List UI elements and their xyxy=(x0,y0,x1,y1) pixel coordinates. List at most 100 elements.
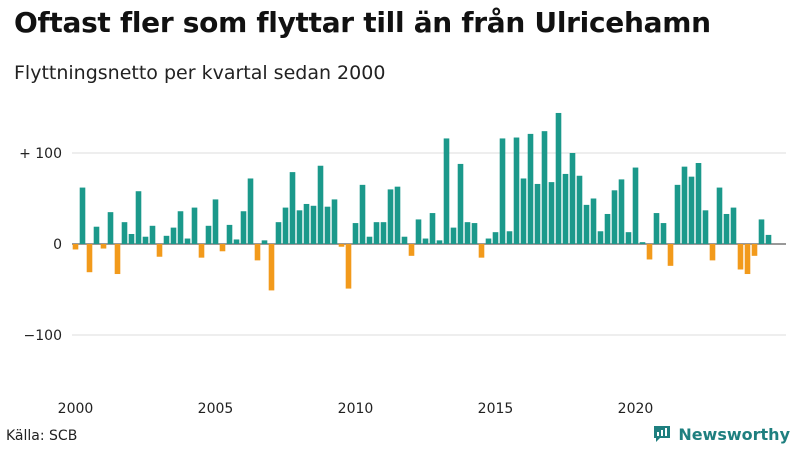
bar xyxy=(730,207,737,244)
brand-logo[interactable]: Newsworthy xyxy=(652,424,790,444)
bar xyxy=(114,244,121,275)
chart-subtitle: Flyttningsnetto per kvartal sedan 2000 xyxy=(14,62,386,84)
bar xyxy=(541,131,548,244)
bar xyxy=(534,183,541,244)
x-tick-label: 2010 xyxy=(338,401,374,417)
bar xyxy=(653,213,660,244)
bar xyxy=(597,231,604,244)
source-note: Källa: SCB xyxy=(6,428,78,444)
bar xyxy=(660,223,667,244)
bar xyxy=(604,213,611,244)
bar xyxy=(639,242,646,244)
bar xyxy=(296,210,303,244)
bar xyxy=(527,133,534,244)
bar xyxy=(583,204,590,244)
bar xyxy=(499,138,506,244)
bar xyxy=(331,199,338,244)
bar xyxy=(261,240,268,244)
bar xyxy=(352,223,359,244)
bar xyxy=(478,244,485,258)
bar xyxy=(548,182,555,244)
grid-lines xyxy=(72,152,786,336)
bar xyxy=(562,173,569,244)
bar xyxy=(205,225,212,244)
bar xyxy=(366,236,373,244)
bar xyxy=(303,203,310,244)
bar xyxy=(240,211,247,244)
x-tick-label: 2000 xyxy=(58,401,94,417)
bar xyxy=(149,225,156,244)
bar xyxy=(198,244,205,258)
bar xyxy=(107,212,114,244)
bar xyxy=(569,153,576,244)
bar xyxy=(373,222,380,244)
bar xyxy=(184,238,191,244)
bar xyxy=(702,210,709,244)
bar xyxy=(233,239,240,244)
bar xyxy=(674,184,681,244)
bar xyxy=(324,206,331,244)
bar xyxy=(688,176,695,244)
chart-title: Oftast fler som flyttar till än från Ulr… xyxy=(14,6,711,39)
bar xyxy=(429,213,436,244)
bar xyxy=(513,137,520,244)
bar xyxy=(625,232,632,244)
bar xyxy=(79,187,86,244)
bar xyxy=(177,211,184,244)
bar xyxy=(226,224,233,244)
bar xyxy=(135,191,142,244)
bar xyxy=(338,244,345,247)
bar xyxy=(737,244,744,270)
bar xyxy=(436,240,443,244)
bar xyxy=(100,244,107,249)
bar xyxy=(450,227,457,244)
bar xyxy=(555,112,562,245)
y-tick-label: + 100 xyxy=(19,146,62,162)
bar xyxy=(751,244,758,256)
bar xyxy=(618,179,625,244)
bar xyxy=(247,178,254,244)
bar xyxy=(72,244,79,250)
bar xyxy=(93,226,100,244)
bar xyxy=(681,166,688,244)
bar xyxy=(492,232,499,244)
x-tick-label: 2020 xyxy=(618,401,654,417)
bar xyxy=(632,167,639,244)
bar xyxy=(709,244,716,261)
bar xyxy=(758,219,765,244)
bar xyxy=(457,163,464,244)
bar xyxy=(695,163,702,244)
bar xyxy=(408,244,415,256)
bar xyxy=(268,244,275,291)
bar xyxy=(310,205,317,244)
bar xyxy=(387,189,394,244)
bar xyxy=(401,236,408,244)
bar xyxy=(289,172,296,244)
y-tick-label: 0 xyxy=(53,237,62,253)
y-tick-label: −100 xyxy=(24,328,62,344)
bar xyxy=(422,238,429,244)
bar xyxy=(765,234,772,244)
bar xyxy=(506,231,513,244)
bar xyxy=(485,238,492,244)
newsworthy-logo-icon xyxy=(654,426,671,442)
x-tick-label: 2005 xyxy=(198,401,234,417)
bar xyxy=(156,244,163,257)
bar xyxy=(191,207,198,244)
bar xyxy=(345,244,352,289)
bar xyxy=(443,138,450,244)
bar xyxy=(317,165,324,244)
bar xyxy=(464,222,471,244)
bar xyxy=(716,187,723,244)
brand-name: Newsworthy xyxy=(678,424,790,444)
bar xyxy=(471,223,478,244)
bar xyxy=(723,213,730,244)
x-tick-label: 2015 xyxy=(478,401,514,417)
bar xyxy=(415,219,422,244)
bar xyxy=(170,227,177,244)
bar xyxy=(520,178,527,244)
bar xyxy=(121,222,128,244)
bar xyxy=(744,244,751,275)
axis-labels: + 100 0 −100 2000 2005 2010 2015 2020 xyxy=(19,146,653,417)
